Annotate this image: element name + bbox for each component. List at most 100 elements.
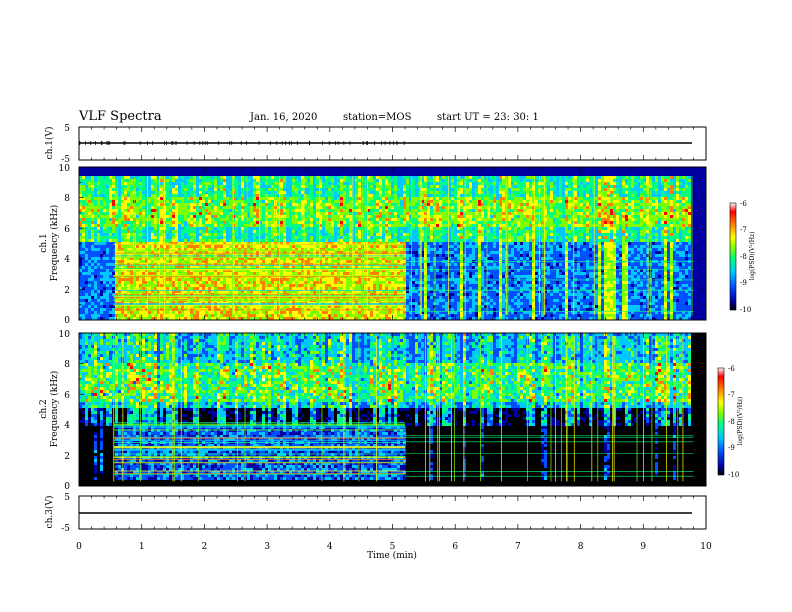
spectrogram-cell bbox=[316, 179, 319, 182]
spectrogram-cell bbox=[247, 278, 250, 281]
spectrogram-cell bbox=[250, 248, 253, 251]
spectrogram-cell bbox=[106, 224, 109, 227]
spectrogram-cell bbox=[106, 317, 109, 320]
spectrogram-cell bbox=[376, 269, 379, 272]
spectrogram-cell bbox=[286, 251, 289, 254]
spectrogram-cell bbox=[241, 311, 244, 314]
spectrogram-cell bbox=[118, 269, 121, 272]
spectrogram-cell bbox=[154, 278, 157, 281]
spectrogram-cell bbox=[187, 218, 190, 221]
spectrogram-cell bbox=[349, 245, 352, 248]
spectrogram-cell bbox=[82, 212, 85, 215]
spectrogram-cell bbox=[253, 176, 256, 179]
spectrogram-cell bbox=[370, 212, 373, 215]
spectrogram-cell bbox=[181, 233, 184, 236]
spectrogram-cell bbox=[253, 233, 256, 236]
spectrogram-cell bbox=[97, 176, 100, 179]
spectrogram-cell bbox=[352, 260, 355, 263]
spectrogram-cell bbox=[385, 248, 388, 251]
spectrogram-cell bbox=[265, 203, 268, 206]
spectrogram-cell bbox=[334, 317, 337, 320]
spectrogram-cell bbox=[325, 287, 328, 290]
spectrogram-cell bbox=[82, 293, 85, 296]
spectrogram-cell bbox=[226, 227, 229, 230]
spectrogram-cell bbox=[220, 269, 223, 272]
spectrogram-cell bbox=[178, 245, 181, 248]
spectrogram-cell bbox=[196, 188, 199, 191]
spectrogram-cell bbox=[103, 287, 106, 290]
spectrogram-cell bbox=[325, 305, 328, 308]
spectrogram-cell bbox=[100, 311, 103, 314]
spectrogram-cell bbox=[367, 281, 370, 284]
spectrogram-cell bbox=[151, 272, 154, 275]
spectrogram-cell bbox=[187, 266, 190, 269]
spectrogram-cell bbox=[97, 191, 100, 194]
spectrogram-cell bbox=[322, 218, 325, 221]
spectrogram-cell bbox=[367, 215, 370, 218]
spectrogram-cell bbox=[166, 179, 169, 182]
spectrogram-cell bbox=[145, 245, 148, 248]
spectrogram-cell bbox=[343, 182, 346, 185]
spectrogram-cell bbox=[145, 227, 148, 230]
spectrogram-cell bbox=[328, 278, 331, 281]
spectrogram-cell bbox=[142, 257, 145, 260]
spectrogram-cell bbox=[307, 218, 310, 221]
spectrogram-cell bbox=[145, 248, 148, 251]
spectrogram-cell bbox=[100, 194, 103, 197]
spectrogram-cell bbox=[268, 224, 271, 227]
spectrogram-cell bbox=[340, 251, 343, 254]
spectrogram-cell bbox=[253, 191, 256, 194]
spectrogram-cell bbox=[118, 230, 121, 233]
spectrogram-cell bbox=[178, 272, 181, 275]
spectrogram-cell bbox=[127, 188, 130, 191]
spectrogram-cell bbox=[376, 182, 379, 185]
spectrogram-cell bbox=[85, 200, 88, 203]
spectrogram-cell bbox=[238, 305, 241, 308]
spectrogram-cell bbox=[337, 221, 340, 224]
spectrogram-cell bbox=[214, 194, 217, 197]
spectrogram-cell bbox=[97, 230, 100, 233]
spectrogram-cell bbox=[193, 200, 196, 203]
spectrogram-cell bbox=[235, 176, 238, 179]
spectrogram-cell bbox=[352, 290, 355, 293]
spectrogram-cell bbox=[172, 200, 175, 203]
spectrogram-cell bbox=[379, 230, 382, 233]
spectrogram-cell bbox=[223, 206, 226, 209]
spectrogram-cell bbox=[85, 197, 88, 200]
spectrogram-cell bbox=[220, 281, 223, 284]
spectrogram-cell bbox=[370, 290, 373, 293]
spectrogram-cell bbox=[115, 179, 118, 182]
spectrogram-cell bbox=[367, 317, 370, 320]
spectrogram-cell bbox=[79, 275, 82, 278]
spectrogram-cell bbox=[226, 260, 229, 263]
spectrogram-cell bbox=[190, 176, 193, 179]
spectrogram-cell bbox=[265, 212, 268, 215]
spectrogram-cell bbox=[370, 239, 373, 242]
spectrogram-cell bbox=[199, 239, 202, 242]
spectrogram-cell bbox=[175, 311, 178, 314]
spectrogram-cell bbox=[262, 230, 265, 233]
spectrogram-cell bbox=[316, 191, 319, 194]
spectrogram-cell bbox=[139, 224, 142, 227]
spectrogram-cell bbox=[145, 287, 148, 290]
spectrogram-cell bbox=[337, 251, 340, 254]
spectrogram-cell bbox=[166, 251, 169, 254]
spectrogram-cell bbox=[283, 197, 286, 200]
spectrogram-cell bbox=[235, 281, 238, 284]
spectrogram-cell bbox=[202, 191, 205, 194]
spectrogram-cell bbox=[208, 200, 211, 203]
spectrogram-cell bbox=[145, 197, 148, 200]
spectrogram-cell bbox=[184, 239, 187, 242]
spectrogram-cell bbox=[202, 224, 205, 227]
spectrogram-cell bbox=[205, 200, 208, 203]
spectrogram-cell bbox=[295, 266, 298, 269]
spectrogram-cell bbox=[343, 278, 346, 281]
spectrogram-cell bbox=[313, 260, 316, 263]
spectrogram-cell bbox=[145, 290, 148, 293]
spectrogram-cell bbox=[280, 278, 283, 281]
spectrogram-cell bbox=[100, 290, 103, 293]
ch1-ytick-top: 5 bbox=[64, 124, 70, 134]
spectrogram-cell bbox=[283, 233, 286, 236]
spectrogram-cell bbox=[106, 230, 109, 233]
spectrogram-cell bbox=[169, 239, 172, 242]
